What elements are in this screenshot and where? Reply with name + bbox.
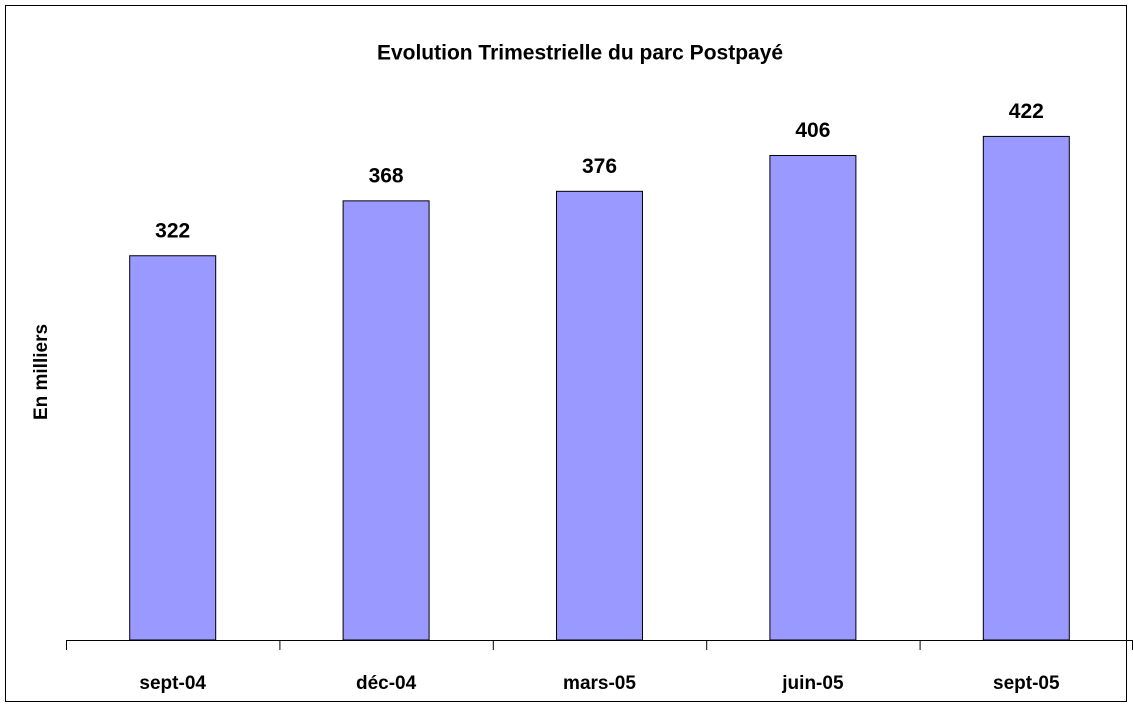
x-tick-label: juin-05 xyxy=(781,673,844,694)
data-label: 422 xyxy=(1009,100,1044,123)
data-label: 368 xyxy=(369,164,404,187)
data-label: 406 xyxy=(795,119,830,142)
data-label: 322 xyxy=(155,219,190,242)
data-label: 376 xyxy=(582,155,617,178)
bar xyxy=(556,190,643,641)
bar xyxy=(129,255,217,641)
x-tick-label: déc-04 xyxy=(356,673,417,694)
x-tick-label: mars-05 xyxy=(563,673,636,694)
chart-title: Evolution Trimestrielle du parc Postpayé xyxy=(377,42,783,65)
bar xyxy=(342,200,430,641)
bar xyxy=(769,155,857,641)
y-axis-label: En milliers xyxy=(31,324,52,420)
bar xyxy=(982,135,1070,641)
x-tick-label: sept-04 xyxy=(139,673,206,694)
x-tick-label: sept-05 xyxy=(993,673,1060,694)
